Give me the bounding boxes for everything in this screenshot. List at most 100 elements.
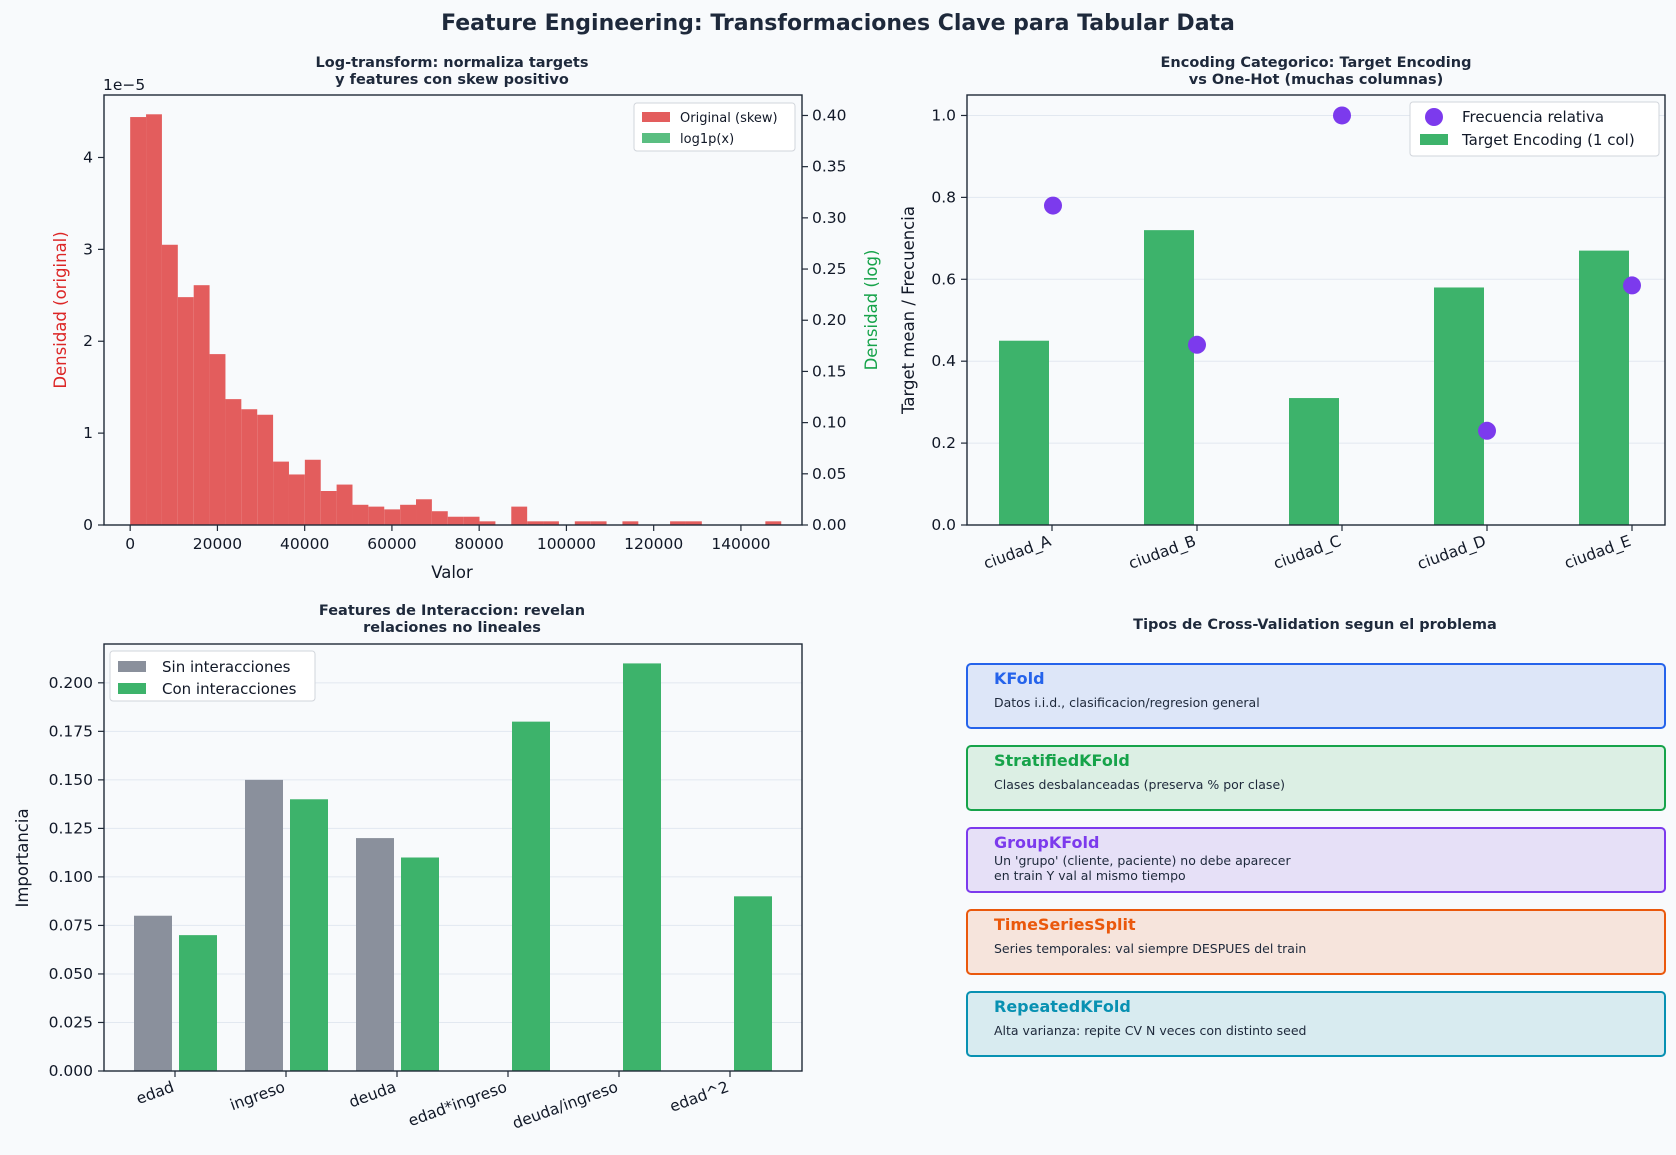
y-tick-label: 4 [83, 148, 93, 166]
y2-tick-label: 0.20 [812, 311, 847, 329]
cv-card-title: StratifiedKFold [994, 751, 1130, 770]
y-tick-label: 3 [83, 240, 93, 258]
y-tick-label: 0.075 [49, 916, 93, 934]
histogram-bar [177, 297, 194, 525]
cv-card [966, 909, 1666, 975]
bar-con-interacciones [623, 663, 661, 1071]
y-tick-label: 1.0 [931, 106, 956, 124]
histogram-bar [368, 506, 385, 525]
chart-title-line: relaciones no lineales [363, 620, 541, 636]
x-tick-label: 40000 [280, 535, 329, 553]
legend-label-original: Original (skew) [680, 111, 778, 126]
cv-panel-title: Tipos de Cross-Validation segun el probl… [1133, 617, 1497, 633]
y2-tick-label: 0.15 [812, 362, 847, 380]
histogram-bar [416, 499, 432, 525]
bar-con-interacciones [734, 896, 772, 1071]
cv-card-title: GroupKFold [994, 833, 1099, 852]
x-tick-label: ciudad_B [1126, 532, 1198, 574]
histogram-bar [352, 504, 369, 525]
x-tick-label: ciudad_D [1415, 532, 1489, 574]
legend-label-sin: Sin interacciones [162, 658, 291, 676]
y-axis-label: Importancia [13, 808, 32, 907]
legend-box [1409, 101, 1660, 157]
x-tick-label: edad*ingreso [406, 1078, 509, 1130]
cv-card [966, 745, 1666, 811]
histogram-bar [304, 459, 321, 525]
histogram-bar [431, 511, 448, 525]
x-tick-label: 0 [125, 535, 135, 553]
cv-card-desc: Series temporales: val siempre DESPUES d… [994, 941, 1306, 956]
histogram-bar [273, 461, 289, 525]
frequency-point [1044, 196, 1062, 215]
y2-tick-label: 0.00 [812, 516, 847, 534]
chart-title-line: vs One-Hot (muchas columnas) [1189, 72, 1443, 88]
encoding-bar [1579, 250, 1629, 525]
y-axis-label: Target mean / Frecuencia [899, 206, 918, 415]
y-tick-label: 0.6 [931, 270, 956, 288]
x-tick-label: deuda/ingreso [510, 1078, 620, 1133]
x-axis-label: Valor [431, 563, 473, 582]
histogram-bar [543, 521, 559, 525]
plot-frame [103, 643, 803, 1072]
x-tick-label: deuda [347, 1078, 399, 1112]
histogram-bar [209, 354, 226, 525]
bar-sin-interacciones [245, 779, 283, 1071]
x-tick-label: 20000 [193, 535, 242, 553]
histogram-bar [447, 516, 464, 525]
histogram-bar [622, 521, 639, 525]
histogram-bar [685, 521, 702, 525]
bar-con-interacciones [179, 935, 217, 1071]
figure-title: Feature Engineering: Transformaciones Cl… [441, 11, 1235, 36]
y-tick-label: 0.4 [931, 352, 956, 370]
histogram-bar [400, 504, 417, 525]
legend-swatch-target [1420, 134, 1448, 145]
legend-label-log: log1p(x) [680, 132, 734, 147]
x-tick-label: ingreso [228, 1078, 288, 1114]
cv-card [966, 663, 1666, 729]
histogram-bar [670, 521, 686, 525]
histogram-bar [765, 521, 782, 525]
histogram-bar [257, 414, 274, 525]
chart-title-line: Log-transform: normaliza targets [316, 55, 589, 71]
legend-swatch-original [642, 112, 670, 122]
interaction-chart: Features de Interaccion: revelanrelacion… [13, 603, 803, 1133]
legend-box [109, 650, 316, 702]
encoding-bar [999, 340, 1049, 525]
cv-card-title: TimeSeriesSplit [994, 915, 1136, 934]
cv-card-desc: Datos i.i.d., clasificacion/regresion ge… [994, 695, 1260, 710]
chart-title-line: y features con skew positivo [335, 72, 569, 88]
cv-card-desc: Un 'grupo' (cliente, paciente) no debe a… [994, 853, 1291, 868]
histogram-bar [590, 521, 607, 525]
cv-card-title: KFold [994, 669, 1045, 688]
y-tick-label: 0 [83, 516, 93, 534]
histogram-bar [241, 409, 258, 525]
cv-card-desc: en train Y val al mismo tiempo [994, 868, 1186, 883]
legend-swatch-con [118, 683, 146, 694]
cv-card-title: RepeatedKFold [994, 997, 1131, 1016]
plot-frame [966, 94, 1666, 526]
frequency-point [1333, 106, 1351, 125]
y-tick-label: 1 [83, 424, 93, 442]
bar-sin-interacciones [356, 838, 394, 1071]
y-tick-label: 0.000 [49, 1062, 93, 1080]
offset-text: 1e−5 [103, 76, 145, 94]
y-tick-label: 2 [83, 332, 93, 350]
histogram-bar [288, 474, 305, 525]
y-axis-label: Densidad (original) [51, 231, 70, 388]
encoding-bar [1289, 398, 1339, 525]
cv-card-desc: Clases desbalanceadas (preserva % por cl… [994, 777, 1285, 792]
histogram-bar [130, 117, 147, 526]
histogram-bar [463, 516, 480, 525]
legend-label-con: Con interacciones [162, 680, 297, 698]
histogram-bar [511, 506, 528, 525]
y-tick-label: 0.100 [49, 868, 93, 886]
legend-marker-frequency [1425, 108, 1443, 126]
frequency-point [1478, 421, 1496, 440]
encoding-bar [1144, 230, 1194, 525]
y2-axis-label: Densidad (log) [862, 250, 881, 371]
plot-frame [103, 94, 803, 526]
x-tick-label: edad^2 [667, 1078, 731, 1116]
x-tick-label: ciudad_A [981, 532, 1054, 574]
